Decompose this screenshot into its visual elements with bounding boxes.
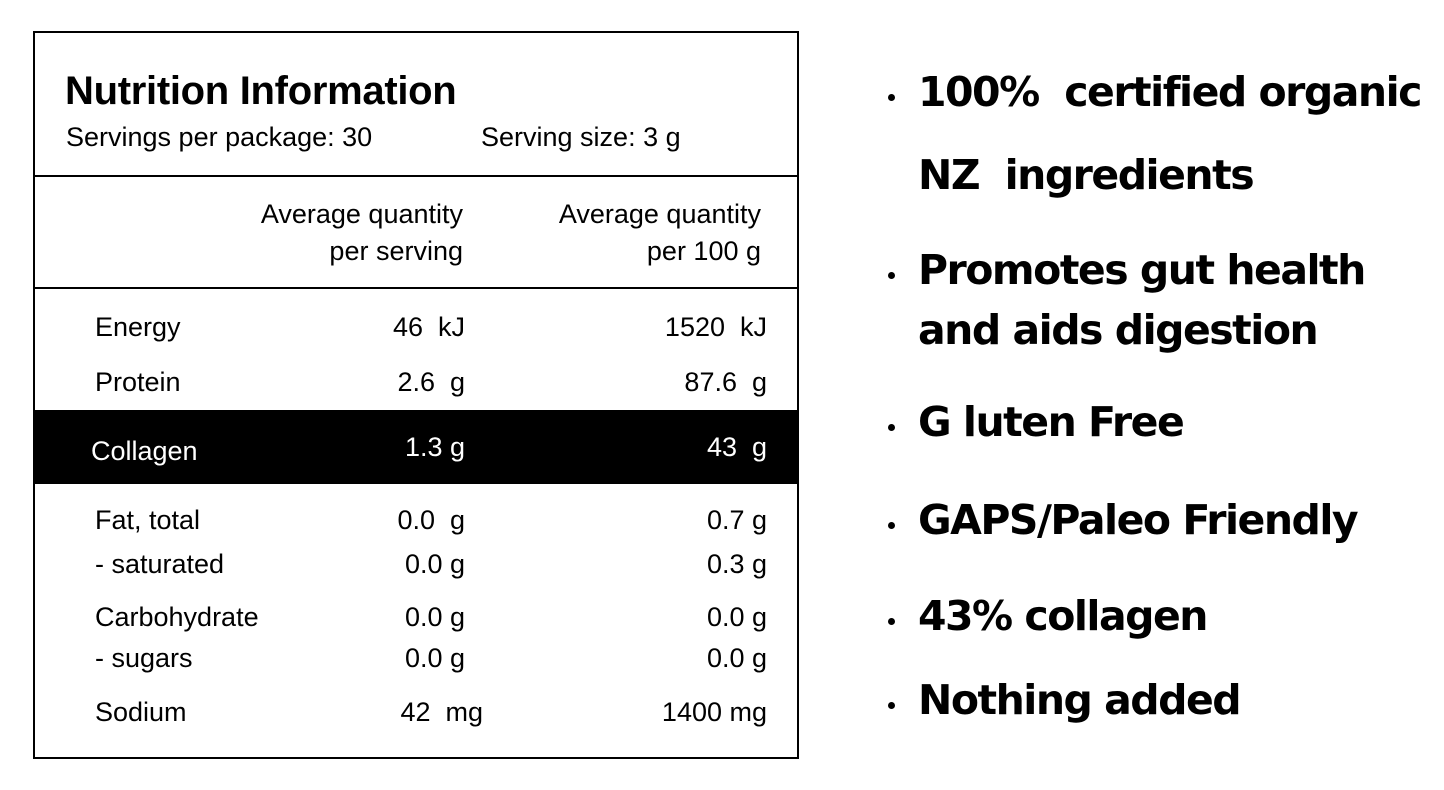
row-value-sodium-serving: 42 mg bbox=[400, 697, 483, 727]
row-label-energy: Energy bbox=[95, 312, 181, 342]
divider-top bbox=[35, 175, 797, 177]
column-header-per-serving: Average quantity per serving bbox=[261, 196, 463, 270]
bullet-dot-icon bbox=[888, 94, 895, 101]
bullet-text: Promotes gut health bbox=[918, 246, 1366, 294]
row-value-sodium-100g: 1400 mg bbox=[661, 697, 767, 727]
bullet-dot-icon bbox=[888, 618, 895, 625]
column-header-line: per serving bbox=[329, 236, 463, 266]
row-label-saturated: - saturated bbox=[95, 549, 225, 579]
bullet-text: 100% certified organic bbox=[918, 68, 1422, 116]
row-value-fat-serving: 0.0 g bbox=[397, 505, 465, 535]
row-value-protein-serving: 2.6 g bbox=[397, 367, 465, 397]
column-header-line: Average quantity bbox=[558, 199, 761, 229]
row-label-protein: Protein bbox=[95, 367, 181, 397]
row-value-protein-100g: 87.6 g bbox=[684, 367, 767, 397]
column-header-line: Average quantity bbox=[260, 199, 463, 229]
bullet-dot-icon bbox=[888, 272, 895, 279]
row-label-collagen: Collagen bbox=[91, 436, 198, 466]
column-header-per-100g: Average quantity per 100 g bbox=[559, 196, 761, 270]
row-value-saturated-serving: 0.0 g bbox=[404, 549, 465, 579]
collagen-highlight-row: Collagen 1.3 g 43 g bbox=[35, 410, 797, 484]
row-value-sugars-serving: 0.0 g bbox=[404, 643, 465, 673]
row-value-carbohydrate-100g: 0.0 g bbox=[706, 602, 767, 632]
row-value-sugars-100g: 0.0 g bbox=[706, 643, 767, 673]
panel-title: Nutrition Information bbox=[65, 69, 457, 113]
row-value-collagen-serving: 1.3 g bbox=[404, 432, 465, 462]
row-value-saturated-100g: 0.3 g bbox=[706, 549, 767, 579]
row-value-collagen-100g: 43 g bbox=[706, 432, 767, 462]
row-label-fat-total: Fat, total bbox=[95, 505, 201, 535]
row-label-sugars: - sugars bbox=[95, 643, 193, 673]
bullet-text: 43% collagen bbox=[918, 592, 1209, 640]
row-value-energy-serving: 46 kJ bbox=[392, 312, 465, 342]
nutrition-panel: Nutrition Information Servings per packa… bbox=[33, 31, 799, 759]
bullet-dot-icon bbox=[888, 702, 895, 709]
row-label-sodium: Sodium bbox=[95, 697, 187, 727]
serving-size: Serving size: 3 g bbox=[481, 122, 681, 152]
row-value-energy-100g: 1520 kJ bbox=[664, 312, 767, 342]
row-value-fat-100g: 0.7 g bbox=[706, 505, 767, 535]
bullet-dot-icon bbox=[888, 424, 895, 431]
column-header-line: per 100 g bbox=[646, 236, 761, 266]
bullet-text: and aids digestion bbox=[918, 306, 1319, 354]
bullet-text: GAPS/Paleo Friendly bbox=[918, 496, 1359, 544]
divider-header bbox=[35, 287, 797, 289]
row-label-carbohydrate: Carbohydrate bbox=[95, 602, 259, 632]
servings-per-package: Servings per package: 30 bbox=[66, 122, 373, 152]
bullet-dot-icon bbox=[888, 522, 895, 529]
row-value-carbohydrate-serving: 0.0 g bbox=[404, 602, 465, 632]
bullet-text: G luten Free bbox=[918, 398, 1185, 446]
bullet-text: Nothing added bbox=[918, 676, 1242, 724]
bullet-text: NZ ingredients bbox=[918, 151, 1255, 199]
